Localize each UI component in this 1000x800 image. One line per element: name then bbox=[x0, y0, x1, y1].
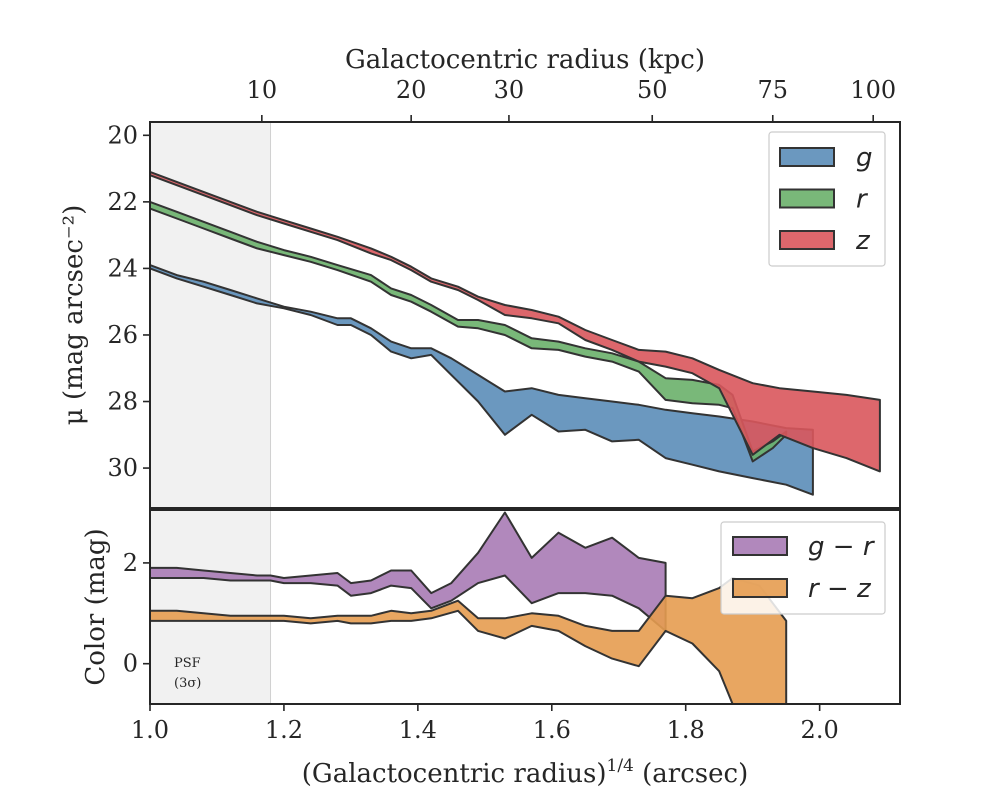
top-x-tick-label: 100 bbox=[850, 76, 896, 104]
y-axis-title-bottom: Color (mag) bbox=[81, 528, 111, 685]
top-legend-swatch bbox=[779, 147, 835, 167]
bottom-legend-label: g − r bbox=[808, 532, 876, 562]
y-top-tick-label: 20 bbox=[107, 121, 138, 149]
psf-shaded-region-top bbox=[150, 122, 271, 508]
y-axis-ticks-bottom: 02 bbox=[123, 549, 150, 678]
top-x-axis-ticks: 10 20 30 50 75 100 bbox=[247, 76, 896, 122]
x-axis-ticks: 1.0 1.2 1.4 1.6 1.8 2.0 bbox=[131, 704, 839, 744]
top-panel-frame bbox=[149, 121, 901, 509]
top-x-tick-label: 20 bbox=[396, 76, 427, 104]
top-legend-swatch bbox=[779, 188, 835, 209]
bottom-panel-frame bbox=[149, 509, 901, 705]
y-top-tick-label: 24 bbox=[107, 254, 138, 282]
top-legend-swatch bbox=[779, 230, 835, 250]
psf-shaded-region-bottom bbox=[150, 510, 271, 704]
y-top-tick-label: 30 bbox=[107, 454, 138, 482]
x-axis-title-unit: (arcsec) bbox=[634, 759, 748, 789]
y-bottom-tick-label: 2 bbox=[123, 549, 138, 577]
top-x-tick-label: 75 bbox=[757, 76, 788, 104]
top-axis-title: Galactocentric radius (kpc) bbox=[345, 45, 705, 75]
y-top-tick-label: 28 bbox=[107, 388, 138, 416]
surface-brightness-band-2 bbox=[150, 170, 881, 473]
x-axis-title-exponent: 1/4 bbox=[607, 756, 634, 776]
bottom-legend-swatch bbox=[732, 536, 788, 556]
x-tick-label: 1.6 bbox=[533, 716, 571, 744]
psf-annotation-line1: PSF bbox=[174, 656, 201, 671]
x-axis-title-main: (Galactocentric radius) bbox=[302, 759, 607, 789]
y-axis-title-top: μ (mag arcsec⁻²) bbox=[59, 205, 89, 425]
top-legend-label: z bbox=[855, 226, 871, 256]
x-axis-title: (Galactocentric radius)1/4 (arcsec) bbox=[302, 756, 748, 789]
x-tick-label: 1.8 bbox=[667, 716, 705, 744]
surface-brightness-panel: 20 22 24 26 28 30 10 20 30 50 75 100 Galactocentri… bbox=[59, 45, 901, 509]
x-tick-label: 1.2 bbox=[265, 716, 303, 744]
y-top-tick-label: 26 bbox=[107, 321, 138, 349]
bottom-legend-swatch bbox=[732, 578, 788, 598]
y-axis-ticks-top: 20 22 24 26 28 30 bbox=[107, 121, 150, 482]
bottom-legend-label: r − z bbox=[808, 574, 872, 604]
x-tick-label: 1.0 bbox=[131, 716, 169, 744]
x-tick-label: 2.0 bbox=[801, 716, 839, 744]
top-x-tick-label: 30 bbox=[494, 76, 525, 104]
color-panel: 02 1.0 1.2 1.4 1.6 1.8 2.0 Color (mag) (Galac… bbox=[81, 509, 901, 789]
top-x-tick-label: 50 bbox=[637, 76, 668, 104]
top-legend-label: r bbox=[856, 185, 869, 215]
psf-annotation-line2: (3σ) bbox=[174, 676, 201, 691]
y-top-tick-label: 22 bbox=[107, 188, 138, 216]
legend-bottom: g − r r − z bbox=[720, 521, 886, 615]
surface-brightness-bands bbox=[150, 170, 881, 496]
y-bottom-tick-label: 0 bbox=[123, 650, 138, 678]
legend-top: grz bbox=[768, 131, 886, 267]
top-x-tick-label: 10 bbox=[247, 76, 278, 104]
x-tick-label: 1.4 bbox=[399, 716, 437, 744]
surface-brightness-band-0 bbox=[150, 264, 814, 496]
top-legend-label: g bbox=[856, 143, 873, 173]
